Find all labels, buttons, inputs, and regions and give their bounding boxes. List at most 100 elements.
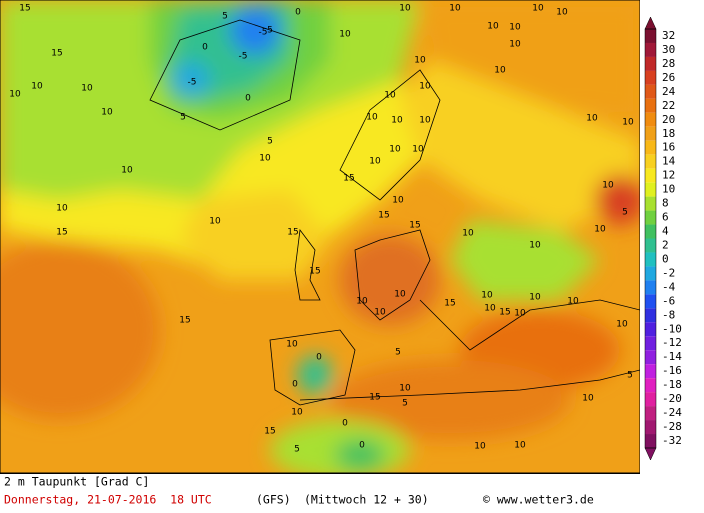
scale-band (645, 392, 656, 407)
contour-label: 10 (556, 8, 568, 18)
contour-label: 15 (499, 308, 510, 318)
scale-label: -6 (662, 294, 675, 307)
contour-label: 10 (31, 82, 43, 92)
scale-label: 2 (662, 238, 669, 251)
scale-band (645, 126, 656, 141)
scale-label: 8 (662, 197, 669, 210)
scale-band (645, 112, 656, 127)
contour-label: 15 (179, 316, 190, 326)
scale-band (645, 420, 656, 435)
contour-label: 10 (394, 290, 406, 300)
scale-label: -2 (662, 266, 675, 279)
scale-band (645, 308, 656, 323)
scale-label: 0 (662, 252, 669, 265)
scale-label: 18 (662, 127, 675, 140)
scale-label: -28 (662, 420, 682, 433)
contour-label: 10 (339, 30, 351, 40)
scale-label: 26 (662, 71, 675, 84)
contour-label: 10 (356, 297, 368, 307)
scale-label: -12 (662, 336, 682, 349)
contour-label: 15 (369, 393, 380, 403)
contour-label: 10 (462, 229, 474, 239)
contour-label: 10 (509, 40, 521, 50)
contour-label: 10 (391, 116, 403, 126)
contour-label: -5 (239, 52, 248, 62)
scale-band (645, 294, 656, 309)
coastlines (149, 19, 640, 406)
contour-label: 10 (286, 340, 298, 350)
contour-label: 10 (384, 91, 396, 101)
contour-label: 0 (245, 94, 251, 104)
color-scale: 32302826242220181614121086420-2-4-6-8-10… (644, 16, 682, 461)
scale-label: 28 (662, 57, 675, 70)
scale-label: -16 (662, 364, 682, 377)
scale-band (645, 154, 656, 169)
scale-label: -24 (662, 406, 682, 419)
contour-label: -5 (188, 78, 197, 88)
map-field (0, 0, 640, 473)
contour-label: 5 (222, 12, 228, 22)
contour-label: 15 (56, 228, 67, 238)
contour-label: 10 (392, 196, 404, 206)
contour-label: 0 (295, 8, 301, 18)
contour-label: 10 (622, 118, 634, 128)
model-run: (Mittwoch 12 + 30) (304, 493, 429, 507)
contour-label: 10 (291, 408, 303, 418)
contour-label: 5 (402, 399, 408, 409)
scale-band (645, 29, 656, 43)
contour-label: 0 (202, 43, 208, 53)
contour-label: 10 (567, 297, 579, 307)
contour-label: 0 (342, 419, 348, 429)
contour-label: 10 (374, 308, 386, 318)
scale-label: -14 (662, 350, 682, 363)
scale-band (645, 42, 656, 57)
scale-label: -20 (662, 392, 682, 405)
model-name: (GFS) (256, 493, 291, 507)
contour-label: 10 (582, 394, 594, 404)
scale-label: 12 (662, 169, 675, 182)
contour-label: 15 (444, 299, 455, 309)
scale-label: -10 (662, 322, 682, 335)
contour-label: 0 (292, 380, 298, 390)
contour-label: 15 (19, 4, 30, 14)
scale-label: 10 (662, 183, 675, 196)
contour-label: 10 (529, 293, 541, 303)
contour-label: 10 (602, 181, 614, 191)
scale-cap-top (644, 16, 657, 30)
contour-label: 5 (267, 26, 273, 36)
scale-label: -4 (662, 280, 676, 293)
scale-band (645, 70, 656, 85)
contour-label: 10 (209, 217, 221, 227)
scale-label: -32 (662, 434, 682, 447)
contour-label: 10 (419, 82, 431, 92)
scale-band (645, 182, 656, 197)
contour-label: 15 (287, 228, 298, 238)
contour-label: 10 (419, 116, 431, 126)
scale-label: 22 (662, 99, 675, 112)
contour-label: 10 (9, 90, 21, 100)
contour-label: 10 (474, 442, 486, 452)
contour-label: 10 (514, 309, 526, 319)
contour-label: 15 (51, 49, 62, 59)
contour-label: 15 (378, 211, 389, 221)
contour-label: 10 (481, 291, 493, 301)
scale-label: 32 (662, 29, 675, 42)
scale-band (645, 336, 656, 351)
contour-label: 10 (594, 225, 606, 235)
contour-label: 5 (267, 137, 273, 147)
contour-label: 10 (369, 157, 381, 167)
contour-label: 15 (264, 427, 275, 437)
contour-labels: 155 0-50-5-505101510101010101510151515100… (9, 4, 634, 455)
contour-label: 10 (494, 66, 506, 76)
scale-band (645, 238, 656, 253)
contour-label: 10 (389, 145, 401, 155)
scale-band (645, 280, 656, 295)
scale-band (645, 168, 656, 183)
contour-label: 5 (627, 371, 633, 381)
scale-band (645, 140, 656, 155)
contour-label: 10 (101, 108, 113, 118)
scale-label: 16 (662, 141, 675, 154)
contour-label: 10 (509, 23, 521, 33)
credit: © www.wetter3.de (483, 493, 594, 507)
